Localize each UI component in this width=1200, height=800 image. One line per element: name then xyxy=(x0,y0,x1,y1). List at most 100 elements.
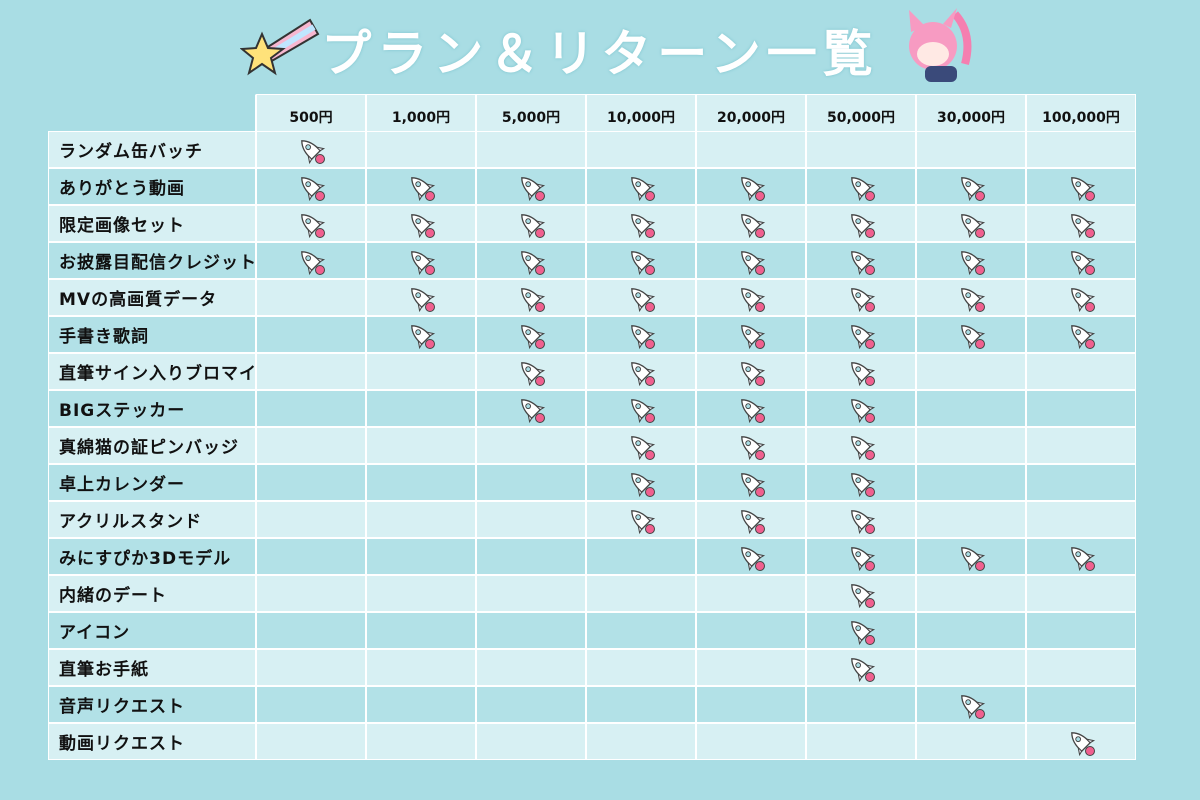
table-cell xyxy=(916,723,1026,760)
table-cell xyxy=(476,168,586,205)
table-cell xyxy=(696,353,806,390)
table-cell xyxy=(476,279,586,316)
row-label: MVの高画質データ xyxy=(48,279,256,316)
table-row: ありがとう動画 xyxy=(48,168,1136,205)
rocket-icon xyxy=(851,176,876,201)
table-cell xyxy=(476,242,586,279)
table-cell xyxy=(696,723,806,760)
table-cell xyxy=(476,464,586,501)
table-cell xyxy=(1026,279,1136,316)
table-cell xyxy=(586,612,696,649)
table-cell xyxy=(916,131,1026,168)
table-cell xyxy=(366,316,476,353)
rocket-icon xyxy=(851,213,876,238)
rocket-icon xyxy=(1071,546,1096,571)
table-cell xyxy=(586,501,696,538)
rocket-icon xyxy=(1071,250,1096,275)
rocket-icon xyxy=(851,324,876,349)
table-cell xyxy=(1026,427,1136,464)
rocket-icon xyxy=(521,398,546,423)
table-cell xyxy=(476,649,586,686)
table-cell xyxy=(586,390,696,427)
table-row: 直筆お手紙 xyxy=(48,649,1136,686)
table-cell xyxy=(1026,501,1136,538)
rocket-icon xyxy=(411,213,436,238)
rocket-icon xyxy=(1071,731,1096,756)
table-cell xyxy=(806,501,916,538)
table-cell xyxy=(916,205,1026,242)
table-cell xyxy=(806,427,916,464)
table-row: 手書き歌詞 xyxy=(48,316,1136,353)
rocket-icon xyxy=(631,472,656,497)
rocket-icon xyxy=(961,213,986,238)
table-cell xyxy=(366,205,476,242)
table-row: 卓上カレンダー xyxy=(48,464,1136,501)
rocket-icon xyxy=(961,546,986,571)
rocket-icon xyxy=(521,176,546,201)
shooting-star-icon xyxy=(240,18,320,76)
table-cell xyxy=(476,131,586,168)
plan-table: 500円 1,000円 5,000円 10,000円 20,000円 50,000円 30,… xyxy=(48,94,1136,760)
row-label: 卓上カレンダー xyxy=(48,464,256,501)
table-cell xyxy=(1026,353,1136,390)
rocket-icon xyxy=(741,361,766,386)
rocket-icon xyxy=(301,250,326,275)
table-row: 真綿猫の証ピンバッジ xyxy=(48,427,1136,464)
rocket-icon xyxy=(961,324,986,349)
rocket-icon xyxy=(521,361,546,386)
table-row: 内緒のデート xyxy=(48,575,1136,612)
table-cell xyxy=(916,316,1026,353)
rocket-icon xyxy=(1071,176,1096,201)
rocket-icon xyxy=(741,435,766,460)
table-cell xyxy=(916,427,1026,464)
table-cell xyxy=(366,390,476,427)
table-cell xyxy=(586,353,696,390)
table-cell xyxy=(476,723,586,760)
table-cell xyxy=(916,612,1026,649)
rocket-icon xyxy=(631,213,656,238)
table-cell xyxy=(256,279,366,316)
table-cell xyxy=(696,464,806,501)
table-cell xyxy=(476,390,586,427)
rocket-icon xyxy=(631,509,656,534)
table-cell xyxy=(366,501,476,538)
rocket-icon xyxy=(301,176,326,201)
table-cell xyxy=(366,649,476,686)
rocket-icon xyxy=(631,287,656,312)
table-cell xyxy=(256,464,366,501)
rocket-icon xyxy=(851,250,876,275)
rocket-icon xyxy=(411,324,436,349)
table-cell xyxy=(696,649,806,686)
table-cell xyxy=(366,427,476,464)
table-cell xyxy=(1026,723,1136,760)
table-row: お披露目配信クレジット xyxy=(48,242,1136,279)
row-label: 直筆サイン入りブロマイド xyxy=(48,353,274,390)
table-cell xyxy=(1026,686,1136,723)
rocket-icon xyxy=(851,398,876,423)
rocket-icon xyxy=(631,398,656,423)
rocket-icon xyxy=(631,435,656,460)
table-row: アクリルスタンド xyxy=(48,501,1136,538)
table-cell xyxy=(806,464,916,501)
table-cell xyxy=(806,242,916,279)
corner-cell xyxy=(48,94,256,140)
table-cell xyxy=(586,649,696,686)
row-label: ランダム缶バッチ xyxy=(48,131,256,168)
header-row: 500円 1,000円 5,000円 10,000円 20,000円 50,000円 30,… xyxy=(48,94,1136,140)
table-cell xyxy=(476,501,586,538)
table-cell xyxy=(366,538,476,575)
table-cell xyxy=(806,612,916,649)
table-row: 直筆サイン入りブロマイド xyxy=(48,353,1136,390)
table-cell xyxy=(1026,390,1136,427)
table-cell xyxy=(476,205,586,242)
table-cell xyxy=(366,131,476,168)
table-cell xyxy=(916,575,1026,612)
rocket-icon xyxy=(521,250,546,275)
table-cell xyxy=(806,649,916,686)
table-cell xyxy=(586,723,696,760)
table-cell xyxy=(476,612,586,649)
table-cell xyxy=(696,501,806,538)
row-label: 内緒のデート xyxy=(48,575,256,612)
table-cell xyxy=(256,723,366,760)
